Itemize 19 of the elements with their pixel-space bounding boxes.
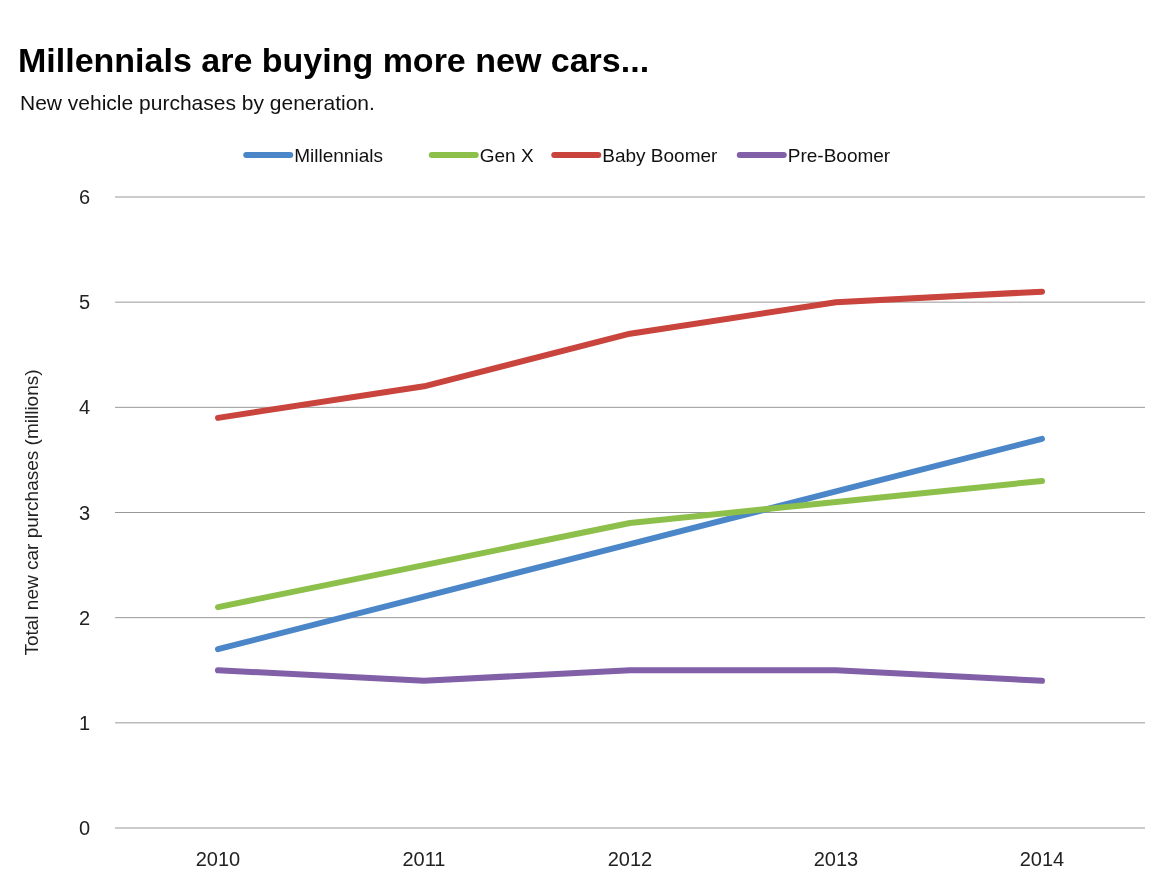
legend-label: Gen X <box>479 144 534 166</box>
x-tick-label: 2013 <box>813 848 859 870</box>
chart-title: Millennials are buying more new cars... <box>18 41 650 79</box>
x-tick-label: 2010 <box>195 848 241 870</box>
y-tick-label: 6 <box>78 186 90 208</box>
x-tick-label: 2012 <box>607 848 653 870</box>
y-tick-label: 5 <box>78 291 90 314</box>
y-tick-label: 3 <box>78 501 90 524</box>
y-tick-label: 1 <box>78 711 90 734</box>
y-tick-label: 0 <box>78 817 90 839</box>
y-axis-title: Total new car purchases (millions) <box>21 369 42 656</box>
x-tick-label: 2011 <box>402 848 446 870</box>
x-tick-label: 2014 <box>1019 848 1065 870</box>
legend-label: Pre-Boomer <box>787 144 891 166</box>
legend-label: Baby Boomer <box>602 144 719 166</box>
chart-subtitle: New vehicle purchases by generation. <box>20 91 375 114</box>
y-tick-label: 2 <box>78 606 90 629</box>
y-tick-label: 4 <box>78 396 90 419</box>
legend-label: Millennials <box>294 144 383 166</box>
